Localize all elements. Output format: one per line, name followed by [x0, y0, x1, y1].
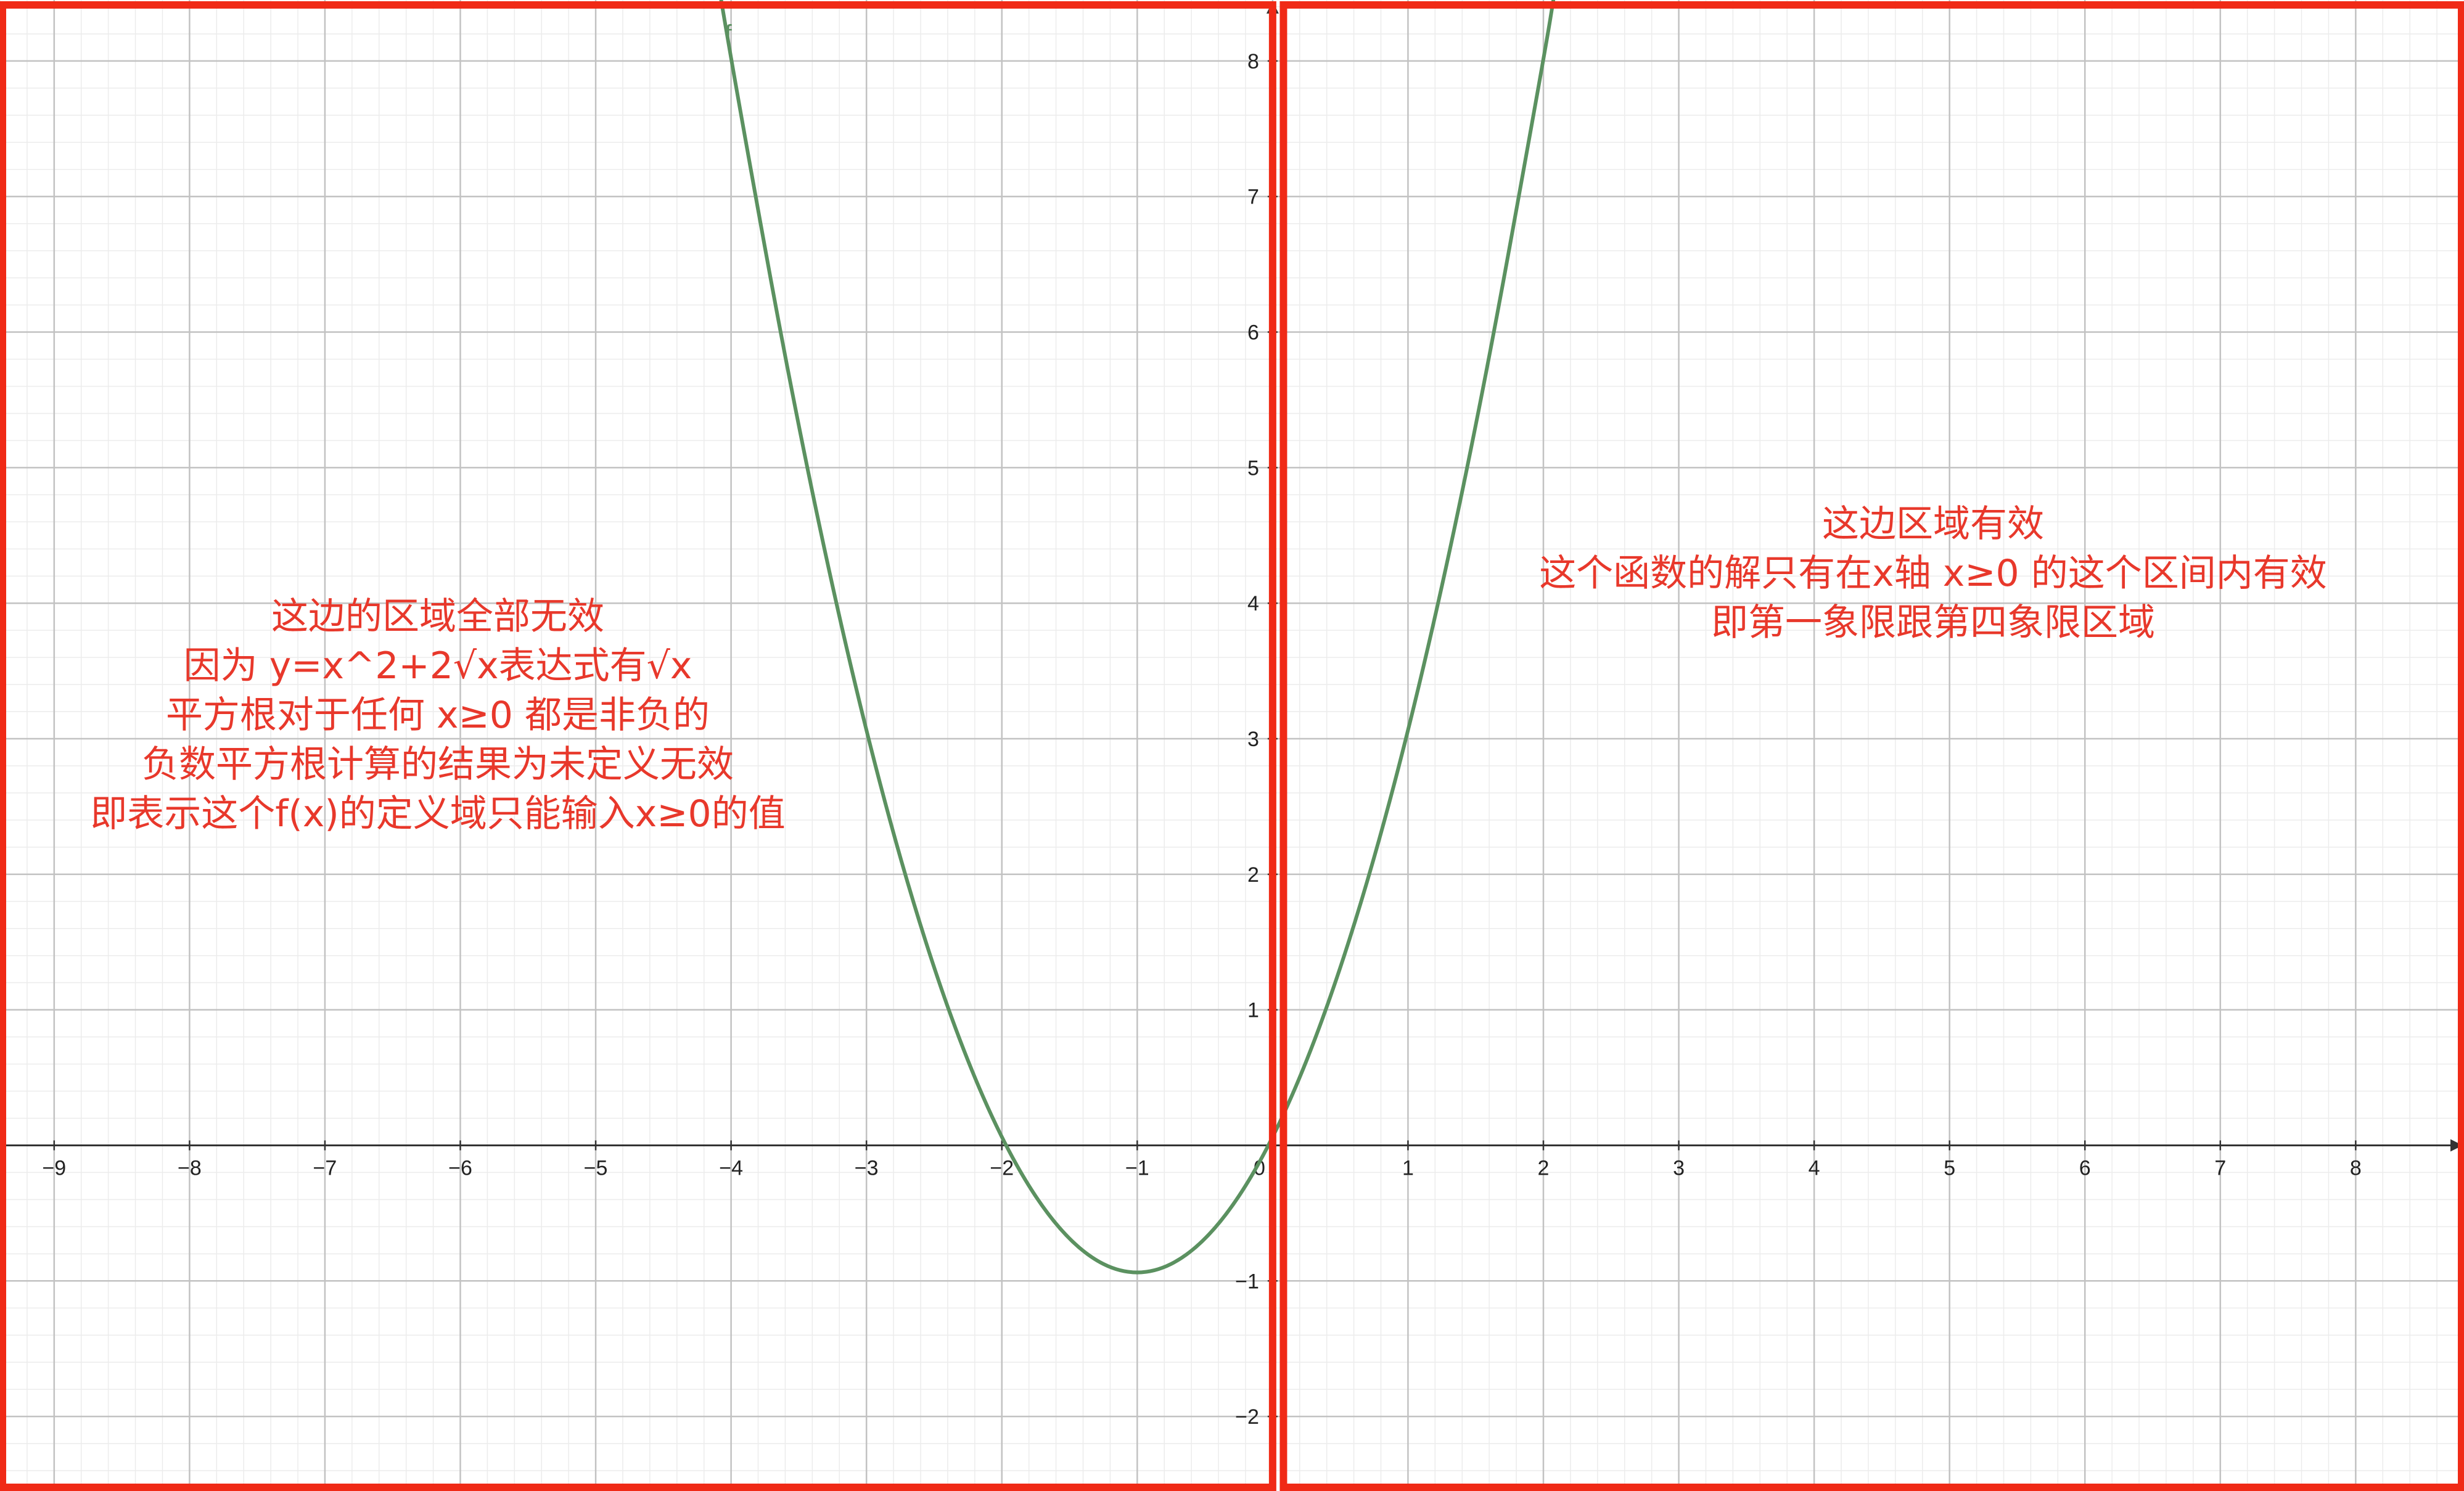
x-tick-label: −7 — [313, 1156, 337, 1180]
x-axis-tick-labels: −9 −8 −7 −6 −5 −4 −3 −2 −1 0 1 2 3 4 5 6 7 8 — [42, 1156, 2361, 1180]
y-axis-tick-labels: −2 −1 1 2 3 4 5 6 7 8 — [1235, 50, 1259, 1429]
y-tick-label: 5 — [1247, 456, 1259, 480]
y-tick-label: 8 — [1247, 50, 1259, 73]
valid-region-outline — [1279, 1, 2464, 1491]
y-tick-label: −1 — [1235, 1270, 1259, 1293]
x-tick-label: 5 — [1944, 1156, 1955, 1180]
x-tick-label: 1 — [1402, 1156, 1414, 1180]
x-tick-label: 8 — [2350, 1156, 2362, 1180]
y-tick-label: 1 — [1247, 999, 1259, 1022]
x-tick-label: −6 — [448, 1156, 472, 1180]
function-curve — [719, 0, 1556, 1275]
annotation-line: 平方根对于任何 x≥0 都是非负的 — [165, 694, 710, 737]
curve-layer: f — [719, 0, 1556, 1275]
x-tick-label: 0 — [1254, 1156, 1265, 1180]
y-tick-label: −2 — [1235, 1405, 1259, 1429]
annotation-line: 即表示这个f(x)的定义域只能输入x≥0的值 — [90, 792, 786, 836]
x-tick-label: −4 — [719, 1156, 743, 1180]
x-axis-arrow — [2450, 1139, 2463, 1152]
invalid-region-outline — [0, 1, 1276, 1491]
x-tick-label: 7 — [2214, 1156, 2226, 1180]
x-tick-label: −8 — [178, 1156, 202, 1180]
annotation-line: 这个函数的解只有在x轴 x≥0 的这个区间内有效 — [1539, 552, 2327, 595]
annotation-line: 因为 y=x^2+2√x表达式有√x — [183, 644, 692, 688]
annotation-line: 即第一象限跟第四象限区域 — [1711, 601, 2155, 644]
x-tick-label: −3 — [855, 1156, 879, 1180]
y-tick-label: 4 — [1247, 592, 1259, 615]
x-tick-label: −1 — [1125, 1156, 1149, 1180]
annotation-line: 这边的区域全部无效 — [271, 595, 604, 638]
x-tick-label: 2 — [1538, 1156, 1550, 1180]
x-tick-label: 4 — [1809, 1156, 1820, 1180]
annotation-line: 负数平方根计算的结果为未定义无效 — [142, 743, 734, 786]
annotation-line: 这边区域有效 — [1822, 503, 2044, 546]
function-label: f — [725, 20, 733, 47]
x-tick-label: −2 — [990, 1156, 1014, 1180]
y-tick-label: 2 — [1247, 863, 1259, 887]
x-tick-label: −5 — [584, 1156, 608, 1180]
x-tick-label: 6 — [2079, 1156, 2091, 1180]
y-tick-label: 6 — [1247, 321, 1259, 345]
valid-region-annotation: 这边区域有效 这个函数的解只有在x轴 x≥0 的这个区间内有效 即第一象限跟第四… — [1480, 499, 2386, 647]
y-tick-label: 7 — [1247, 186, 1259, 209]
y-tick-label: 3 — [1247, 728, 1259, 751]
x-tick-label: −9 — [42, 1156, 66, 1180]
invalid-region-annotation: 这边的区域全部无效 因为 y=x^2+2√x表达式有√x 平方根对于任何 x≥0… — [37, 592, 839, 839]
x-tick-label: 3 — [1673, 1156, 1685, 1180]
